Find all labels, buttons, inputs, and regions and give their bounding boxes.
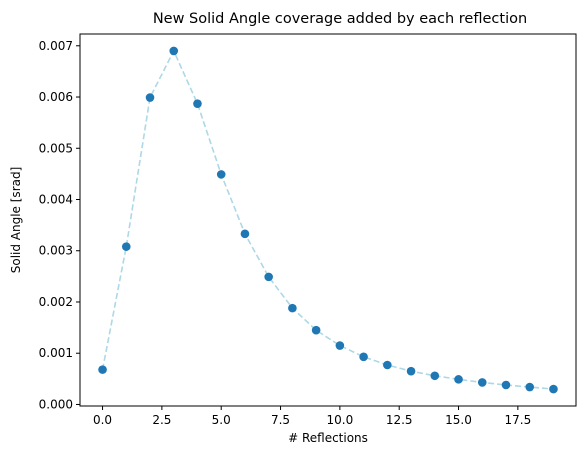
x-tick-label: 12.5 [386, 413, 413, 427]
data-point [216, 170, 226, 179]
x-tick-label: 10.0 [327, 413, 354, 427]
x-tick-label: 0.0 [93, 413, 112, 427]
x-tick-label: 7.5 [271, 413, 290, 427]
y-tick-label: 0.006 [39, 90, 73, 104]
data-point [525, 382, 535, 392]
y-tick-label: 0.004 [39, 193, 73, 207]
data-point [240, 229, 250, 239]
data-point [169, 46, 179, 56]
data-point [406, 366, 416, 376]
data-point [549, 384, 558, 394]
data-point [193, 99, 202, 108]
y-axis-label: Solid Angle [srad] [9, 167, 23, 274]
data-point [121, 242, 131, 251]
data-point [359, 352, 368, 362]
x-axis-label: # Reflections [288, 431, 368, 445]
x-tick-label: 17.5 [504, 413, 531, 427]
data-point [430, 371, 440, 381]
y-tick-label: 0.003 [39, 244, 73, 258]
series-group [98, 46, 558, 394]
data-point [145, 93, 155, 102]
y-tick-label: 0.000 [39, 397, 73, 411]
data-point [98, 365, 107, 374]
data-point [501, 380, 511, 390]
data-point [383, 360, 392, 370]
x-tick-label: 5.0 [212, 413, 231, 427]
plot-area [79, 33, 577, 407]
x-tick-label: 2.5 [152, 413, 171, 427]
data-point [311, 325, 321, 335]
y-tick-label: 0.005 [39, 141, 73, 155]
data-point [454, 375, 463, 384]
x-axis: 0.0 2.5 5.0 7.5 10.0 12.5 15.0 17.5 [93, 406, 531, 427]
chart-title: New Solid Angle coverage added by each r… [153, 11, 527, 27]
series-line [101, 49, 554, 390]
y-tick-label: 0.002 [39, 295, 73, 309]
data-point [264, 272, 273, 282]
data-point [477, 378, 487, 387]
y-tick-label: 0.007 [39, 39, 73, 53]
y-axis: 0.000 0.001 0.002 0.003 0.004 0.005 0.006 0.007 [39, 39, 80, 411]
data-point [288, 303, 297, 313]
data-point [335, 341, 345, 350]
x-tick-label: 15.0 [445, 413, 472, 427]
y-tick-label: 0.001 [39, 346, 73, 360]
